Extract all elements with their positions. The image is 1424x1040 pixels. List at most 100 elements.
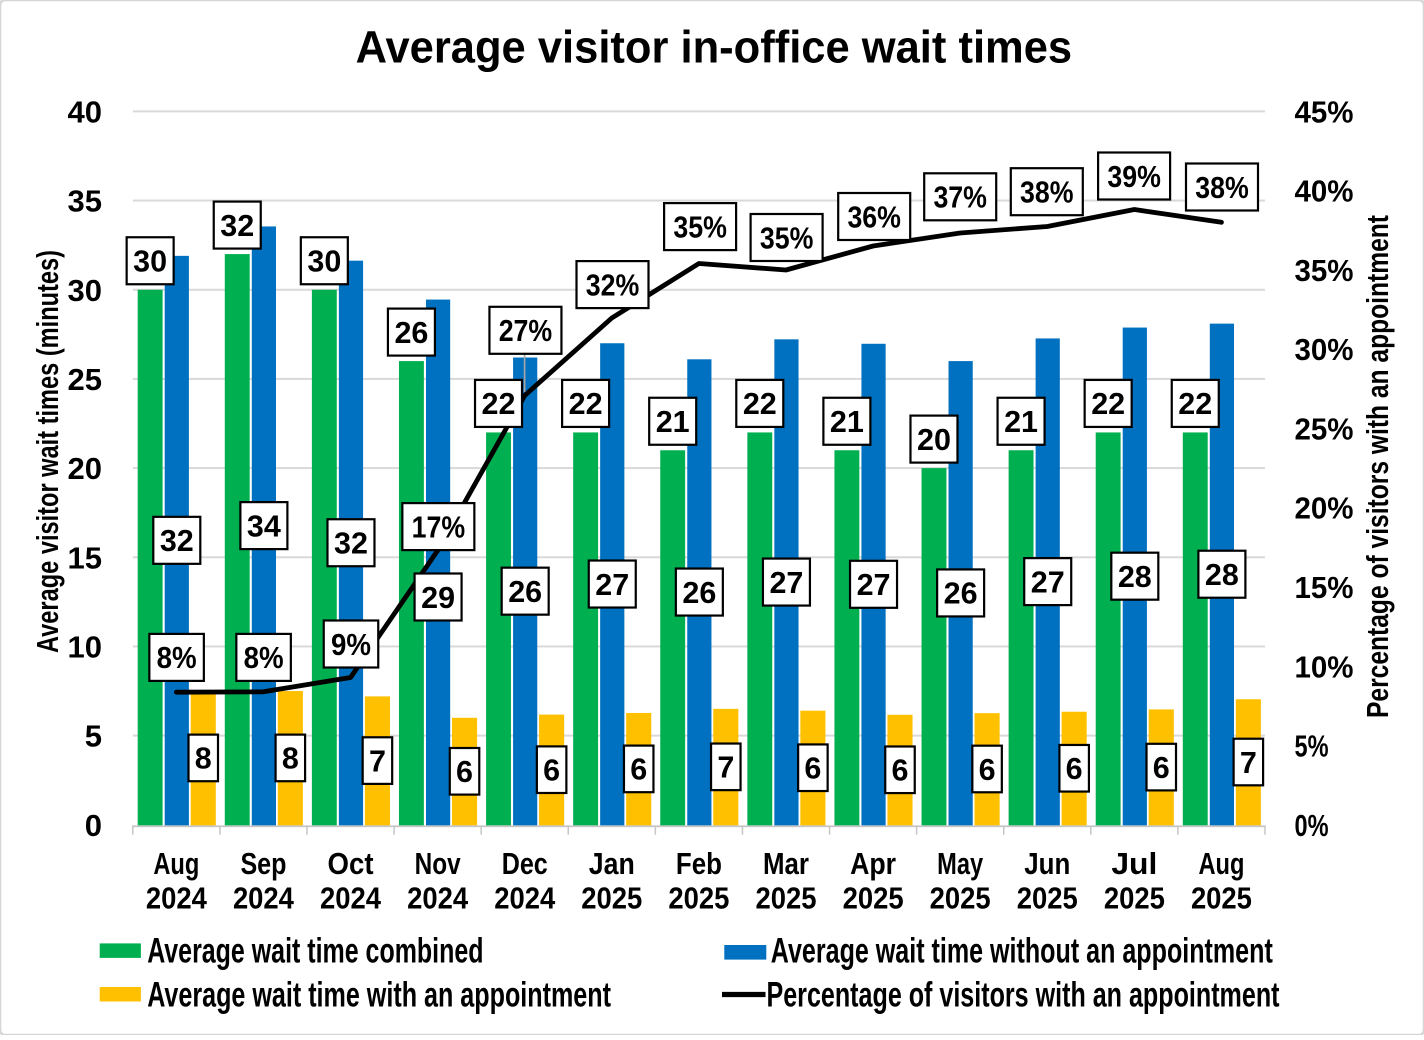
svg-text:2024: 2024 xyxy=(407,881,468,915)
svg-text:8%: 8% xyxy=(157,641,197,675)
svg-text:Average wait time combined: Average wait time combined xyxy=(147,932,483,971)
svg-text:38%: 38% xyxy=(1020,176,1074,210)
svg-text:32: 32 xyxy=(160,524,194,558)
svg-text:28: 28 xyxy=(1205,558,1239,592)
svg-text:32%: 32% xyxy=(586,268,640,302)
svg-text:22: 22 xyxy=(1178,387,1212,421)
svg-text:27%: 27% xyxy=(499,314,553,348)
svg-text:32: 32 xyxy=(334,527,368,561)
svg-text:15: 15 xyxy=(68,540,102,575)
svg-text:5%: 5% xyxy=(1295,729,1329,764)
svg-text:Jun: Jun xyxy=(1024,847,1070,881)
svg-text:21: 21 xyxy=(830,405,864,439)
svg-text:27: 27 xyxy=(1031,565,1065,599)
svg-text:2025: 2025 xyxy=(930,881,991,915)
svg-text:22: 22 xyxy=(482,387,516,421)
svg-text:Feb: Feb xyxy=(676,847,722,881)
svg-text:21: 21 xyxy=(1004,405,1038,439)
svg-text:Mar: Mar xyxy=(763,847,809,881)
svg-text:17%: 17% xyxy=(412,510,466,544)
svg-text:2025: 2025 xyxy=(668,881,729,915)
svg-text:10%: 10% xyxy=(1295,649,1354,684)
svg-text:Percentage of visitors with an: Percentage of visitors with an appointme… xyxy=(1361,215,1395,718)
svg-text:7: 7 xyxy=(369,744,386,778)
svg-text:8%: 8% xyxy=(244,641,284,675)
svg-text:2025: 2025 xyxy=(1017,881,1078,915)
svg-text:6: 6 xyxy=(630,753,647,787)
svg-text:2024: 2024 xyxy=(320,881,381,915)
svg-text:Sep: Sep xyxy=(240,847,286,881)
svg-text:6: 6 xyxy=(892,754,909,788)
svg-text:35%: 35% xyxy=(1295,253,1354,288)
svg-text:20%: 20% xyxy=(1295,491,1354,526)
svg-text:2025: 2025 xyxy=(1104,881,1165,915)
svg-text:34: 34 xyxy=(247,509,281,543)
svg-text:6: 6 xyxy=(543,753,560,787)
svg-text:26: 26 xyxy=(944,577,978,611)
svg-text:38%: 38% xyxy=(1195,171,1249,205)
svg-text:22: 22 xyxy=(743,387,777,421)
svg-text:35: 35 xyxy=(68,184,102,219)
svg-text:37%: 37% xyxy=(933,181,987,215)
svg-text:25%: 25% xyxy=(1295,411,1354,446)
svg-text:7: 7 xyxy=(717,751,734,785)
svg-text:27: 27 xyxy=(857,568,891,602)
svg-text:15%: 15% xyxy=(1295,570,1354,605)
svg-text:26: 26 xyxy=(394,316,428,350)
svg-text:Aug: Aug xyxy=(153,847,199,881)
svg-text:May: May xyxy=(937,847,983,881)
svg-text:36%: 36% xyxy=(847,200,901,234)
svg-text:2024: 2024 xyxy=(494,881,555,915)
svg-text:10: 10 xyxy=(68,629,102,664)
svg-text:35%: 35% xyxy=(760,221,814,255)
svg-text:Aug: Aug xyxy=(1198,847,1244,881)
svg-text:2025: 2025 xyxy=(755,881,816,915)
svg-text:28: 28 xyxy=(1118,560,1152,594)
svg-text:0%: 0% xyxy=(1295,808,1329,843)
svg-text:Average visitor wait times (mi: Average visitor wait times (minutes) xyxy=(31,250,65,653)
svg-text:2025: 2025 xyxy=(1191,881,1252,915)
svg-text:2024: 2024 xyxy=(146,881,207,915)
svg-text:30%: 30% xyxy=(1295,332,1354,367)
svg-text:0: 0 xyxy=(85,808,102,843)
svg-text:26: 26 xyxy=(682,576,716,610)
svg-text:Oct: Oct xyxy=(328,847,374,881)
svg-text:Average wait time with an appo: Average wait time with an appointment xyxy=(147,975,611,1014)
svg-text:35%: 35% xyxy=(673,210,727,244)
svg-text:5: 5 xyxy=(85,719,102,754)
svg-text:6: 6 xyxy=(1153,751,1170,785)
svg-text:40%: 40% xyxy=(1295,174,1354,209)
svg-text:29: 29 xyxy=(421,581,455,615)
svg-text:Percentage of visitors with an: Percentage of visitors with an appointme… xyxy=(767,975,1280,1014)
svg-text:30: 30 xyxy=(307,245,341,279)
svg-text:7: 7 xyxy=(1240,746,1257,780)
svg-text:27: 27 xyxy=(595,568,629,602)
svg-text:6: 6 xyxy=(1066,752,1083,786)
svg-text:27: 27 xyxy=(769,566,803,600)
svg-text:2024: 2024 xyxy=(233,881,294,915)
svg-text:Dec: Dec xyxy=(502,847,548,881)
svg-text:32: 32 xyxy=(220,209,254,243)
svg-text:26: 26 xyxy=(508,575,542,609)
svg-text:30: 30 xyxy=(68,273,102,308)
svg-text:45%: 45% xyxy=(1295,94,1354,129)
svg-text:Nov: Nov xyxy=(415,847,461,881)
svg-text:Jul: Jul xyxy=(1111,847,1157,881)
svg-text:40: 40 xyxy=(68,94,102,129)
svg-text:Average wait time without an a: Average wait time without an appointment xyxy=(771,932,1273,971)
svg-text:9%: 9% xyxy=(331,628,371,662)
svg-text:22: 22 xyxy=(569,387,603,421)
svg-text:20: 20 xyxy=(68,451,102,486)
svg-text:30: 30 xyxy=(133,245,167,279)
svg-text:25: 25 xyxy=(68,362,102,397)
svg-text:6: 6 xyxy=(979,753,996,787)
svg-text:Apr: Apr xyxy=(850,847,896,881)
svg-text:21: 21 xyxy=(656,405,690,439)
svg-text:8: 8 xyxy=(195,742,212,776)
svg-text:6: 6 xyxy=(804,752,821,786)
svg-text:20: 20 xyxy=(917,423,951,457)
svg-text:39%: 39% xyxy=(1107,160,1161,194)
svg-text:2025: 2025 xyxy=(581,881,642,915)
svg-text:Average visitor in-office wait: Average visitor in-office wait times xyxy=(356,22,1073,73)
svg-text:Jan: Jan xyxy=(589,847,635,881)
